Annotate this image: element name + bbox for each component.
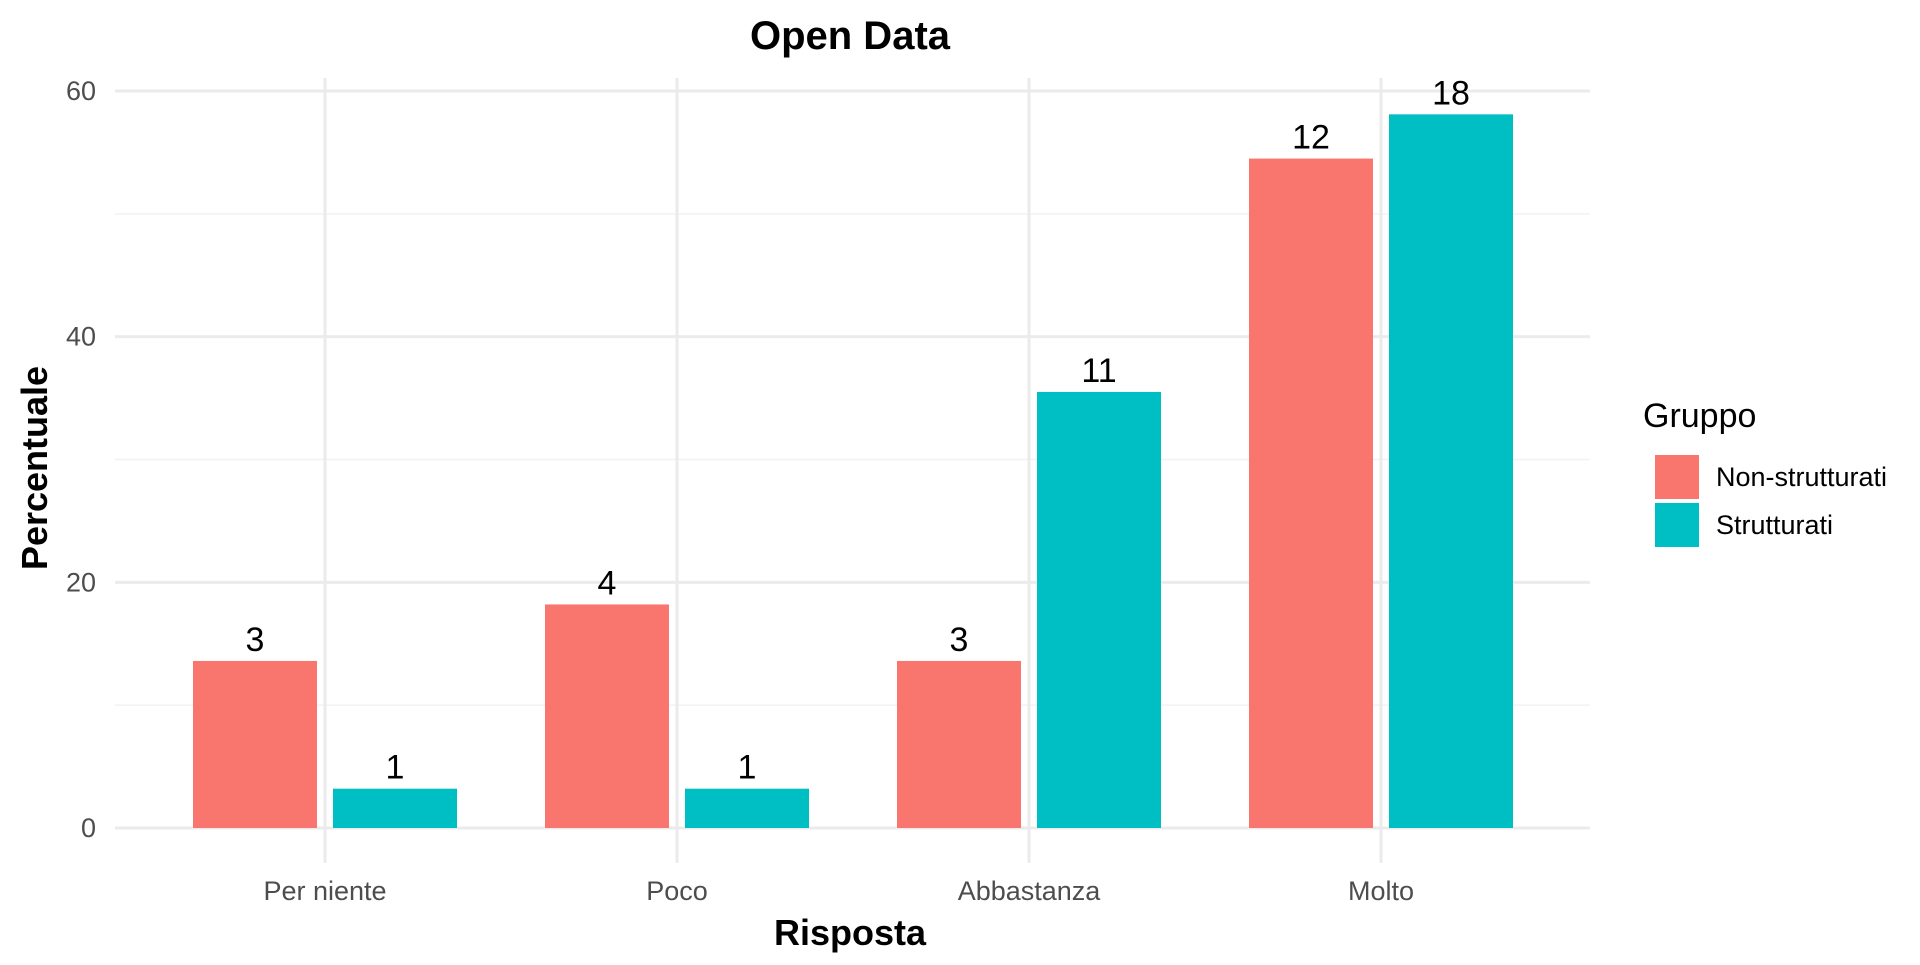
legend-key <box>1655 503 1699 547</box>
x-axis-title: Risposta <box>774 912 927 953</box>
x-tick-label: Poco <box>646 876 708 906</box>
legend-items: Non-strutturati Strutturati <box>1655 455 1887 547</box>
x-tick-label: Molto <box>1348 876 1414 906</box>
x-tick-label: Abbastanza <box>958 876 1102 906</box>
legend-label: Non-strutturati <box>1716 462 1887 492</box>
bar-value-label: 11 <box>1081 352 1116 390</box>
y-tick-label: 0 <box>81 813 96 843</box>
legend-key <box>1655 455 1699 499</box>
legend-title: Gruppo <box>1643 397 1756 435</box>
legend-label: Strutturati <box>1716 510 1833 540</box>
bar-value-label: 18 <box>1432 74 1470 112</box>
bar-non-strutturati-per-niente <box>193 660 317 828</box>
y-axis-ticks: 0 20 40 60 <box>66 76 96 843</box>
bar-value-label: 4 <box>598 564 617 602</box>
bar-value-label: 3 <box>246 621 265 659</box>
x-tick-label: Per niente <box>263 876 386 906</box>
bar-value-label: 3 <box>950 621 969 659</box>
y-tick-label: 20 <box>66 567 96 597</box>
bar-non-strutturati-molto <box>1249 158 1373 828</box>
x-axis-ticks: Per niente Poco Abbastanza Molto <box>263 876 1414 906</box>
bar-value-label: 1 <box>386 749 405 787</box>
y-axis-title: Percentuale <box>14 366 55 570</box>
chart-title: Open Data <box>750 14 951 58</box>
bar-non-strutturati-poco <box>545 604 669 828</box>
bar-value-label: 1 <box>738 749 757 787</box>
y-tick-label: 60 <box>66 76 96 106</box>
bar-value-label: 12 <box>1292 119 1330 157</box>
bars <box>193 114 1513 829</box>
bar-strutturati-molto <box>1389 114 1513 829</box>
bar-labels: 3 1 4 1 3 11 12 18 <box>246 74 1470 786</box>
bar-strutturati-abbastanza <box>1037 391 1161 828</box>
bar-non-strutturati-abbastanza <box>897 660 1021 828</box>
bar-strutturati-poco <box>685 788 809 828</box>
y-tick-label: 40 <box>66 322 96 352</box>
bar-strutturati-per-niente <box>333 788 457 828</box>
legend: Gruppo Non-strutturati Strutturati <box>1643 397 1887 547</box>
